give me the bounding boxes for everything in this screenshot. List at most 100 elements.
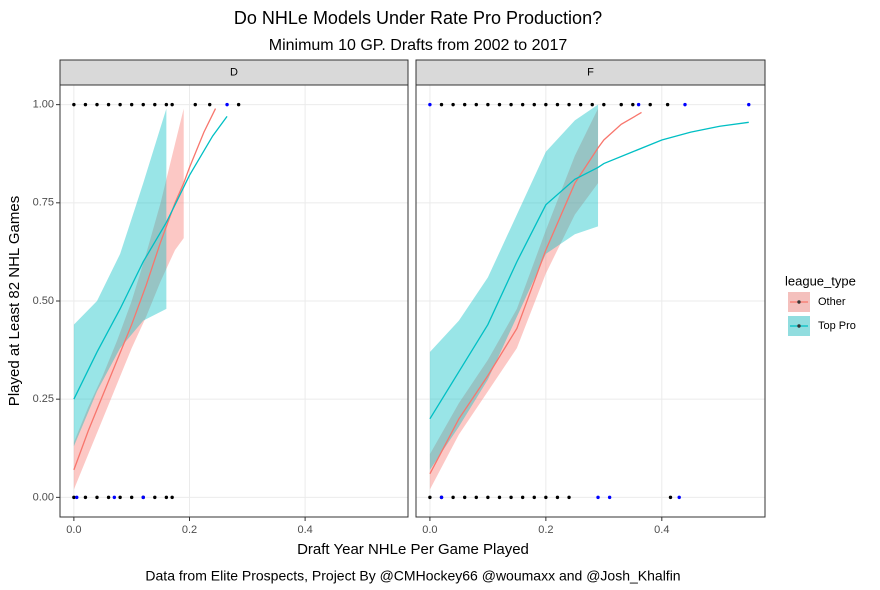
data-point [602,102,606,107]
data-point [129,102,134,107]
data-point [544,102,548,107]
data-point [83,102,88,107]
data-point [683,102,687,107]
confidence-ribbon [73,108,184,490]
data-point [451,495,455,500]
data-point [141,495,145,500]
data-point [118,495,122,500]
x-tick-label: 0.0 [66,524,81,536]
x-tick-label: 0.2 [182,524,197,536]
data-point [607,495,612,500]
data-point [112,495,117,500]
caption: Data from Elite Prospects, Project By @C… [145,568,680,584]
data-point [451,102,455,107]
data-point [532,495,536,500]
data-point [439,495,444,500]
data-point [665,102,670,107]
y-axis-label: Played at Least 82 NHL Games [6,196,23,406]
fit-line [73,108,217,471]
y-tick-label: 0.25 [33,393,54,405]
legend-key-point [797,324,801,328]
data-point [439,102,444,107]
data-point [520,102,525,107]
data-point [497,495,502,500]
fit-line [73,116,228,400]
data-point [636,102,641,107]
data-point [520,495,525,500]
confidence-ribbon [429,108,599,490]
panel-border [415,84,766,518]
data-point [747,102,751,107]
data-point [118,102,122,107]
y-tick-label: 0.00 [33,491,54,503]
data-point [75,495,79,500]
data-point [619,102,623,107]
y-tick-label: 1.00 [33,99,54,111]
data-point [83,495,88,500]
data-point [668,495,673,500]
legend-label: Top Pro [818,320,856,332]
x-tick-label: 0.4 [654,524,669,536]
legend-key-point [797,300,801,304]
data-point [596,495,600,500]
x-axis-label: Draft Year NHLe Per Game Played [297,541,529,558]
data-point [95,495,99,500]
data-point [555,102,560,107]
data-point [141,102,145,107]
data-point [170,102,174,107]
data-point [544,495,548,500]
strip [415,59,766,86]
data-point [164,102,169,107]
data-point [474,102,478,107]
data-point [72,102,76,107]
strip-label: D [230,66,238,78]
data-point [462,495,467,500]
y-tick-label: 0.50 [33,295,54,307]
data-point [509,495,513,500]
data-point [106,495,111,500]
data-point [225,102,229,107]
strip [59,59,409,86]
x-tick-label: 0.0 [422,524,437,536]
data-point [590,102,594,107]
panel-border [59,84,409,518]
legend-label: Other [818,296,846,308]
data-point [474,495,478,500]
data-point [631,102,635,107]
data-point [677,495,681,500]
data-point [164,495,169,500]
data-point [462,102,467,107]
data-point [509,102,513,107]
data-point [208,102,212,107]
strip-label: F [587,66,594,78]
y-tick-label: 0.75 [33,197,54,209]
data-point [95,102,99,107]
data-point [648,102,652,107]
data-point [236,102,241,107]
data-point [428,102,432,107]
data-point [153,102,157,107]
data-point [72,495,76,500]
x-tick-label: 0.4 [297,524,312,536]
data-point [193,102,197,107]
data-point [567,102,571,107]
data-point [532,102,536,107]
data-point [106,102,111,107]
data-point [170,495,174,500]
data-point [129,495,134,500]
data-point [497,102,502,107]
data-point [555,495,560,500]
data-point [486,495,490,500]
legend-title: league_type [785,273,856,288]
chart-subtitle: Minimum 10 GP. Drafts from 2002 to 2017 [269,37,568,54]
data-point [153,495,157,500]
chart-title: Do NHLe Models Under Rate Pro Production… [234,8,602,28]
data-point [428,495,432,500]
data-point [486,102,490,107]
x-tick-label: 0.2 [538,524,553,536]
fit-line [429,111,642,475]
data-point [578,102,583,107]
fit-line [429,121,749,420]
data-point [567,495,571,500]
